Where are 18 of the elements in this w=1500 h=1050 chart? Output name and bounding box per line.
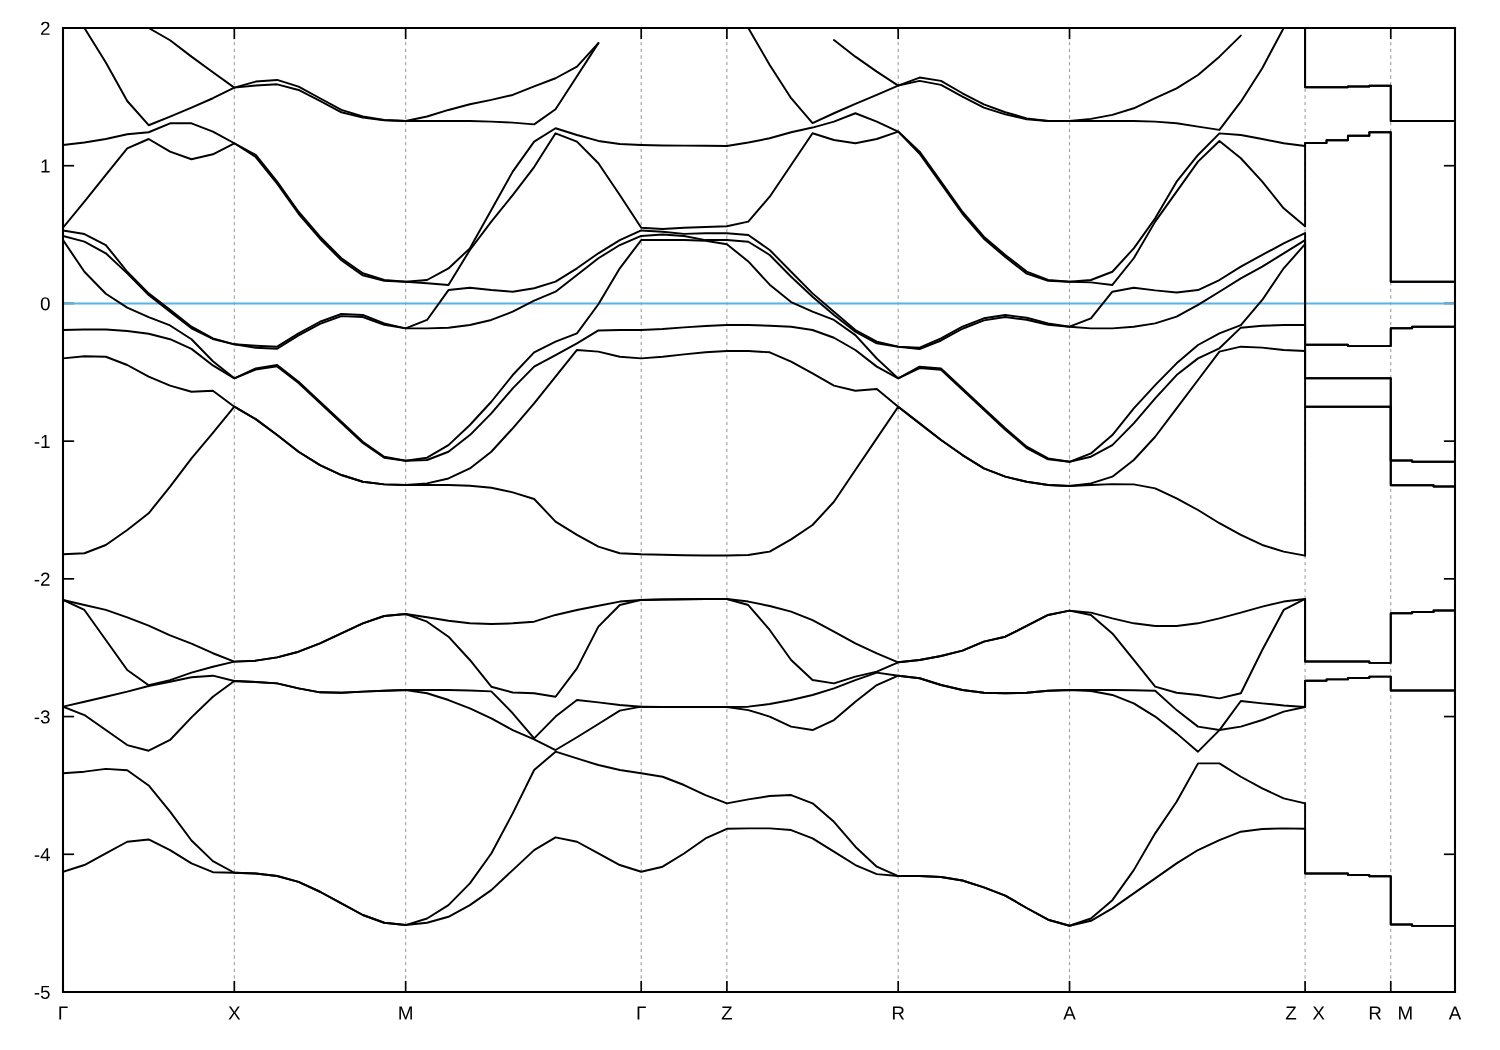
y-tick-label: 2 [41,21,50,35]
x-tick-label: A [1448,1006,1462,1020]
x-tick-label: R M [1369,1006,1412,1020]
x-tick-label: M [399,1006,412,1020]
y-tick-label: 1 [41,159,50,173]
x-tick-label: X [228,1006,241,1020]
y-tick-label: -2 [34,572,50,586]
y-tick-label: -4 [34,848,50,862]
x-tick-label: Γ [637,1006,646,1020]
x-tick-label: A [1063,1006,1076,1020]
y-tick-label: -1 [34,435,50,448]
x-tick-label: Z [721,1006,733,1020]
x-tick-label: Z X [1285,1006,1325,1020]
y-tick-label: -5 [34,985,50,999]
x-tick-label: R [892,1006,905,1020]
y-tick-label: 0 [40,297,50,311]
y-tick-label: -3 [34,710,50,724]
x-tick-label: Γ [59,1006,68,1020]
